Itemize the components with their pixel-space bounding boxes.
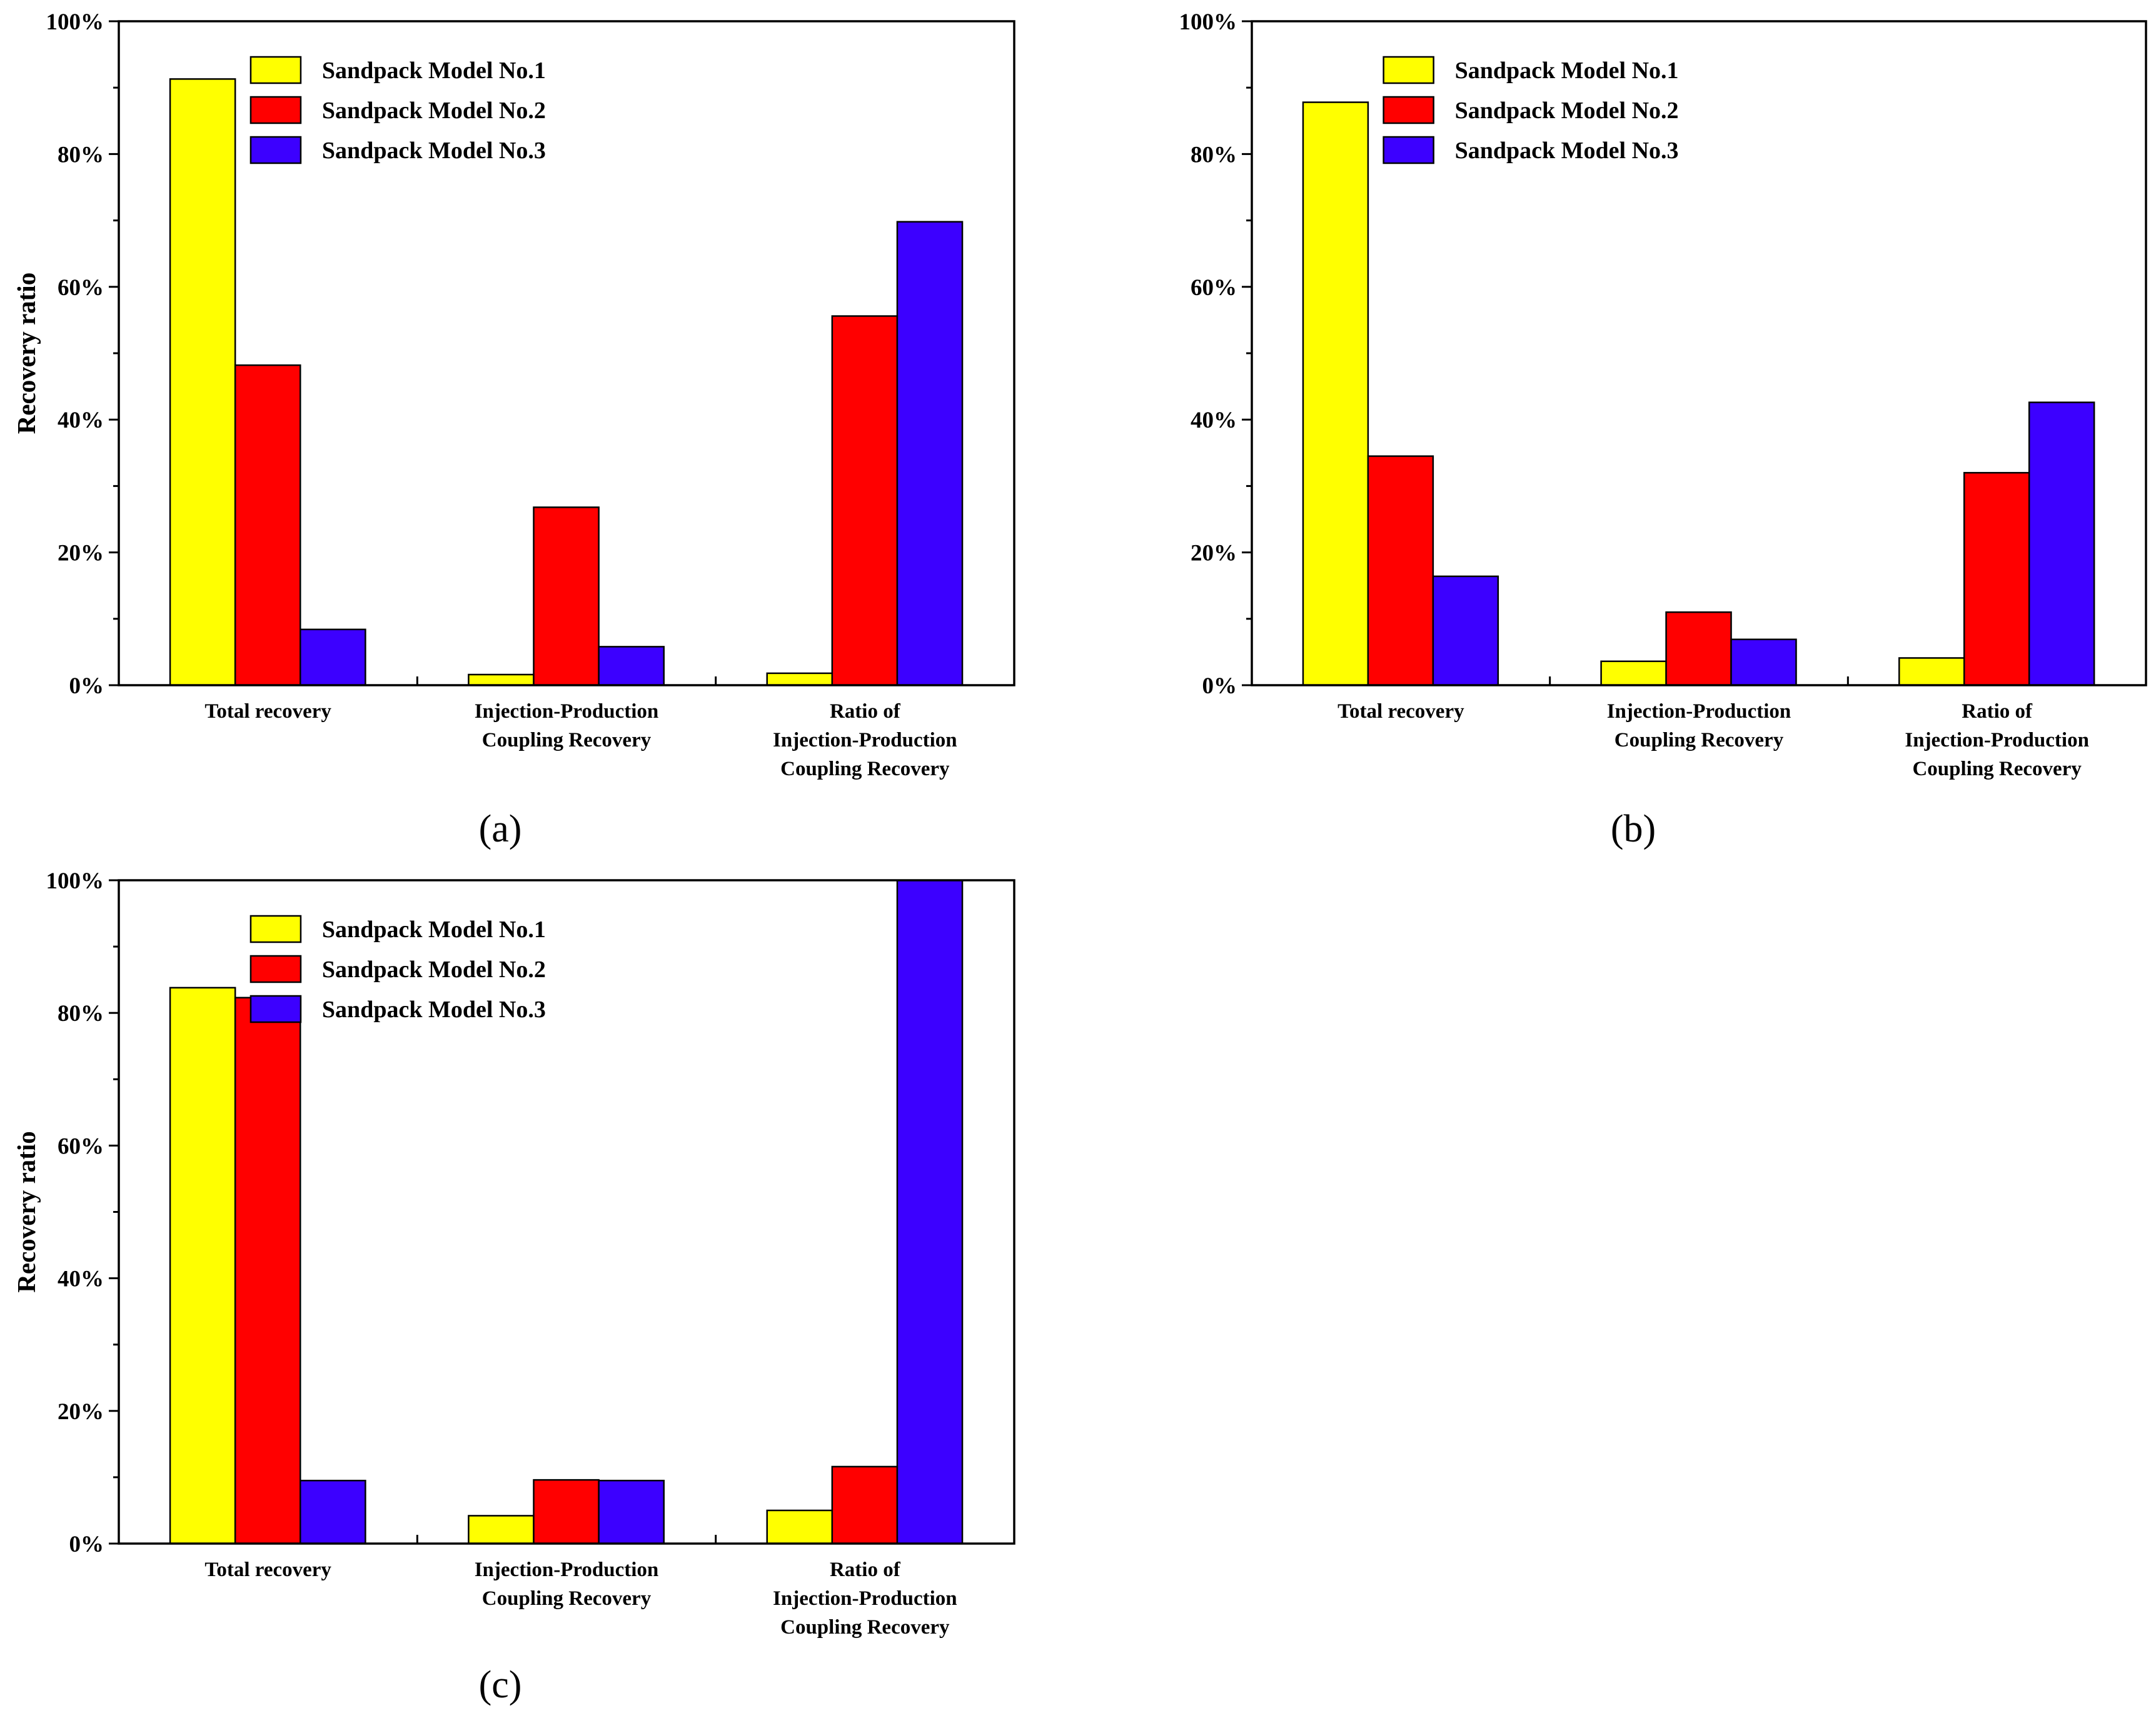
y-tick-label: 40%	[1191, 408, 1237, 433]
y-axis-label: Recovery ratio	[12, 273, 41, 434]
panel-label-c: (c)	[479, 1664, 522, 1706]
legend-swatch-2	[1383, 96, 1434, 124]
x-category-label: Coupling Recovery	[780, 1616, 950, 1639]
y-tick-label: 100%	[1179, 9, 1237, 35]
bar-b-s1-c2	[1600, 660, 1667, 686]
y-tick-label: 0%	[69, 1532, 104, 1557]
bar-a-s2-c1	[234, 364, 301, 686]
x-category-label: Injection-Production	[475, 1559, 659, 1581]
y-tick-label: 100%	[46, 868, 104, 894]
legend-swatch-1	[1383, 56, 1434, 84]
bar-a-s3-c3	[896, 221, 964, 686]
bar-b-s2-c3	[1963, 471, 2030, 686]
chart-panel-a: 0% 20% 40% 60% 80% 100% Total recovery Injectio…	[12, 9, 1015, 780]
x-category-label: Injection-Production	[475, 700, 659, 723]
bar-c-s1-c1	[169, 987, 236, 1545]
bar-a-s1-c1	[169, 78, 236, 686]
bar-a-s1-c2	[468, 673, 535, 686]
panel-label-a: (a)	[479, 808, 522, 850]
legend-label-3: Sandpack Model No.3	[322, 997, 546, 1023]
y-tick-label: 60%	[58, 1133, 104, 1159]
x-category-label: Ratio of	[830, 1559, 901, 1581]
bar-b-s3-c1	[1432, 575, 1499, 686]
x-category-label: Injection-Production	[773, 1587, 957, 1610]
y-tick-label: 60%	[1191, 275, 1237, 301]
bar-c-s3-c3	[896, 879, 964, 1545]
legend-label-3: Sandpack Model No.3	[322, 138, 546, 164]
chart-panel-b: 0% 20% 40% 60% 80% 100% Total recovery Injectio…	[12, 9, 2147, 780]
bar-a-s3-c2	[598, 646, 665, 686]
y-tick-label: 20%	[58, 1399, 104, 1425]
bar-b-s3-c3	[2028, 401, 2095, 686]
legend-label-1: Sandpack Model No.1	[322, 58, 546, 84]
legend-label-3: Sandpack Model No.3	[1455, 138, 1679, 164]
legend-label-2: Sandpack Model No.2	[322, 98, 546, 124]
y-axis-label: Recovery ratio	[12, 273, 41, 434]
chart-panel-c: 0% 20% 40% 60% 80% 100% Total recovery Injectio…	[12, 868, 1015, 1639]
x-category-label: Injection-Production	[1905, 729, 2089, 751]
x-category-label: Total recovery	[204, 1559, 331, 1581]
x-category-label: Coupling Recovery	[780, 758, 950, 780]
x-category-label: Total recovery	[1337, 700, 1464, 723]
bar-c-s3-c2	[598, 1479, 665, 1545]
y-tick-label: 80%	[58, 142, 104, 168]
bar-c-s1-c3	[766, 1509, 834, 1545]
y-tick-label: 20%	[58, 541, 104, 566]
y-axis-label: Recovery ratio	[12, 1131, 41, 1292]
x-category-label: Ratio of	[1962, 700, 2033, 723]
bar-c-s3-c1	[300, 1479, 366, 1545]
panel-label-b: (b)	[1611, 808, 1656, 850]
legend-swatch-1	[249, 915, 302, 943]
x-category-label: Coupling Recovery	[482, 1587, 652, 1610]
bar-a-s2-c2	[533, 506, 600, 686]
x-category-label: Coupling Recovery	[482, 729, 652, 751]
y-tick-label: 0%	[69, 673, 104, 699]
bar-b-s2-c2	[1665, 611, 1732, 686]
bar-c-s2-c2	[533, 1479, 600, 1545]
y-tick-label: 80%	[58, 1001, 104, 1027]
legend-label-2: Sandpack Model No.2	[322, 957, 546, 983]
bar-a-s1-c3	[766, 672, 834, 686]
legend-label-1: Sandpack Model No.1	[1455, 58, 1679, 84]
y-tick-label: 0%	[1202, 673, 1237, 699]
legend-swatch-2	[249, 955, 302, 983]
legend-label-2: Sandpack Model No.2	[1455, 98, 1679, 124]
bar-b-s3-c2	[1730, 638, 1797, 686]
bar-c-s2-c1	[234, 997, 301, 1545]
y-tick-label: 40%	[58, 1267, 104, 1292]
legend-label-1: Sandpack Model No.1	[322, 917, 546, 943]
y-tick-label: 80%	[1191, 142, 1237, 168]
bar-a-s3-c1	[300, 628, 366, 686]
y-tick-label: 20%	[1191, 541, 1237, 566]
bar-b-s1-c3	[1898, 657, 1965, 686]
x-category-label: Ratio of	[830, 700, 901, 723]
bar-b-s2-c1	[1367, 455, 1434, 686]
x-category-label: Injection-Production	[773, 729, 957, 751]
x-category-label: Total recovery	[204, 700, 331, 723]
legend-swatch-3	[1383, 136, 1434, 164]
y-tick-label: 100%	[46, 9, 104, 35]
legend-swatch-2	[249, 96, 302, 124]
bar-c-s2-c3	[831, 1465, 899, 1545]
bar-a-s2-c3	[831, 315, 899, 686]
legend-swatch-3	[249, 995, 302, 1023]
x-category-label: Coupling Recovery	[1614, 729, 1784, 751]
x-category-label: Coupling Recovery	[1912, 758, 2082, 780]
x-category-label: Injection-Production	[1607, 700, 1791, 723]
legend-swatch-3	[249, 136, 302, 164]
bar-c-s1-c2	[468, 1515, 535, 1545]
legend-swatch-1	[249, 56, 302, 84]
y-tick-label: 60%	[58, 275, 104, 301]
y-tick-label: 40%	[58, 408, 104, 433]
bar-b-s1-c1	[1302, 101, 1369, 686]
